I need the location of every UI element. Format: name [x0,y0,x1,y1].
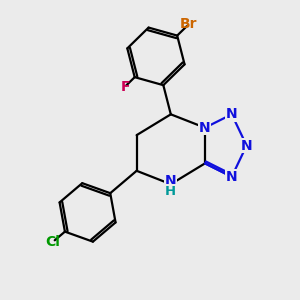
Text: N: N [199,121,211,135]
Text: Br: Br [180,17,198,31]
Text: F: F [120,80,130,94]
Text: H: H [165,185,176,198]
Text: N: N [226,107,238,121]
Text: N: N [165,174,177,188]
Text: N: N [241,139,252,152]
Text: N: N [226,170,238,184]
Text: Cl: Cl [45,235,60,249]
